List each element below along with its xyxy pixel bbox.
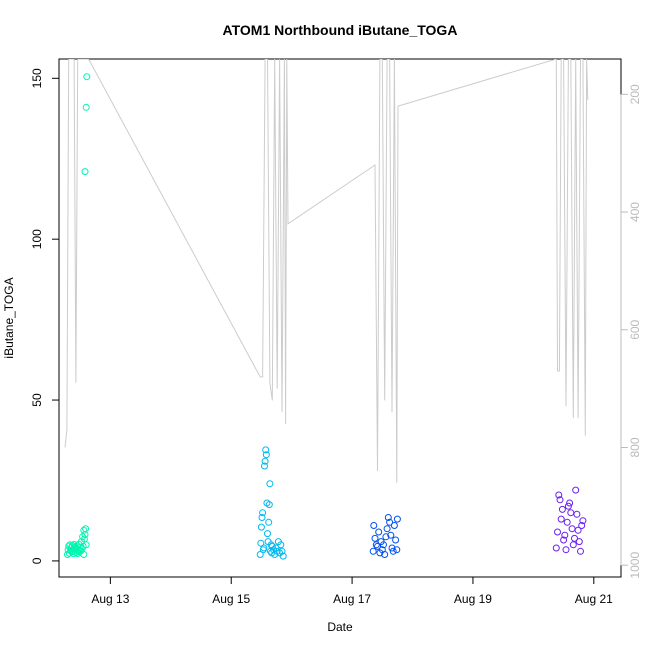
data-point-series-2: [262, 446, 270, 454]
data-point-series-2: [261, 462, 268, 470]
data-point-series-4: [573, 510, 581, 518]
data-point-series-3: [383, 525, 391, 533]
data-point-series-4: [569, 541, 577, 549]
x-tick-label: Aug 15: [212, 592, 250, 606]
data-point-series-4: [572, 486, 580, 494]
data-point-series-4: [568, 525, 576, 533]
data-point-series-2: [264, 530, 271, 538]
data-point-series-3: [369, 547, 377, 555]
data-point-series-3: [370, 522, 378, 529]
y-axis: 0 50 100 150: [30, 68, 60, 564]
altitude-line: [64, 59, 589, 483]
y2-tick-label: 800: [628, 437, 642, 457]
data-point-series-2: [257, 523, 265, 531]
data-point-series-3: [386, 518, 394, 526]
data-point-series-4: [566, 499, 574, 507]
data-point-series-3: [388, 544, 396, 552]
data-point-series-4: [577, 547, 584, 555]
y2-tick-label: 600: [628, 319, 642, 339]
data-point-series-2: [260, 544, 268, 552]
data-point-series-2: [262, 451, 270, 459]
data-point-series-3: [389, 547, 397, 555]
y-tick-label: 0: [30, 557, 44, 564]
data-point-series-2: [278, 547, 286, 555]
x-tick-label: Aug 17: [333, 592, 371, 606]
data-point-series-3: [393, 515, 401, 523]
data-point-series-4: [563, 518, 571, 526]
data-point-series-1: [80, 551, 88, 558]
data-point-series-4: [562, 546, 570, 554]
data-point-series-4: [571, 534, 578, 542]
data-point-series-4: [557, 515, 565, 523]
x-tick-label: Aug 21: [575, 592, 613, 606]
data-point-series-2: [265, 518, 273, 526]
data-point-series-2: [258, 514, 266, 521]
y2-axis: 200 400 600 800 1000: [620, 84, 642, 579]
data-point-series-2: [268, 542, 276, 550]
data-point-series-2: [261, 457, 269, 465]
data-point-series-4: [574, 526, 582, 534]
data-point-series-2: [257, 539, 265, 547]
y2-tick-label: 400: [628, 202, 642, 222]
data-point-series-1: [82, 541, 90, 549]
data-point-series-4: [556, 496, 564, 504]
data-point-series-3: [375, 528, 383, 536]
data-point-series-4: [575, 538, 583, 546]
data-point-series-4: [555, 491, 563, 499]
data-point-series-1: [82, 103, 90, 111]
data-point-series-3: [372, 541, 380, 549]
data-point-series-2: [272, 544, 280, 552]
data-point-series-2: [256, 551, 264, 558]
data-point-series-2: [266, 480, 274, 488]
data-point-series-4: [578, 522, 586, 529]
chart-title: ATOM1 Northbound iButane_TOGA: [223, 22, 458, 38]
data-point-series-4: [579, 517, 587, 525]
data-point-series-1: [83, 73, 91, 81]
data-point-series-3: [393, 546, 401, 554]
x-tick-label: Aug 19: [454, 592, 492, 606]
data-point-series-4: [564, 502, 572, 510]
data-point-series-2: [265, 501, 273, 509]
y2-tick-label: 1000: [628, 552, 642, 579]
data-point-series-3: [380, 541, 387, 549]
points-layer: [64, 73, 587, 560]
data-point-series-3: [384, 514, 392, 521]
y2-tick-label: 200: [628, 84, 642, 104]
data-point-series-3: [382, 533, 390, 541]
x-axis-label: Date: [327, 620, 353, 634]
y-tick-label: 50: [30, 393, 44, 407]
data-point-series-1: [79, 533, 87, 541]
data-point-series-4: [560, 536, 568, 544]
data-point-series-3: [392, 536, 400, 544]
data-point-series-2: [259, 509, 267, 517]
plot-frame: [58, 58, 622, 578]
data-point-series-4: [567, 509, 575, 517]
data-point-series-3: [381, 551, 389, 558]
data-point-series-2: [277, 541, 285, 549]
y-tick-label: 150: [30, 68, 44, 88]
altitude-layer: [64, 59, 589, 483]
y-axis-label: iButane_TOGA: [2, 277, 16, 358]
data-point-series-4: [561, 531, 569, 539]
data-point-series-3: [387, 531, 395, 539]
data-point-series-1: [81, 168, 89, 176]
data-point-series-4: [558, 505, 566, 513]
data-point-series-3: [371, 534, 379, 542]
data-point-series-4: [552, 544, 560, 552]
data-point-series-1: [80, 526, 88, 534]
data-point-series-1: [82, 525, 90, 533]
x-tick-label: Aug 13: [91, 592, 129, 606]
x-axis: Aug 13 Aug 15 Aug 17 Aug 19 Aug 21: [91, 576, 613, 606]
data-point-series-4: [554, 528, 561, 536]
data-point-series-3: [390, 522, 398, 529]
data-point-series-2: [279, 552, 287, 560]
y-tick-label: 100: [30, 229, 44, 249]
